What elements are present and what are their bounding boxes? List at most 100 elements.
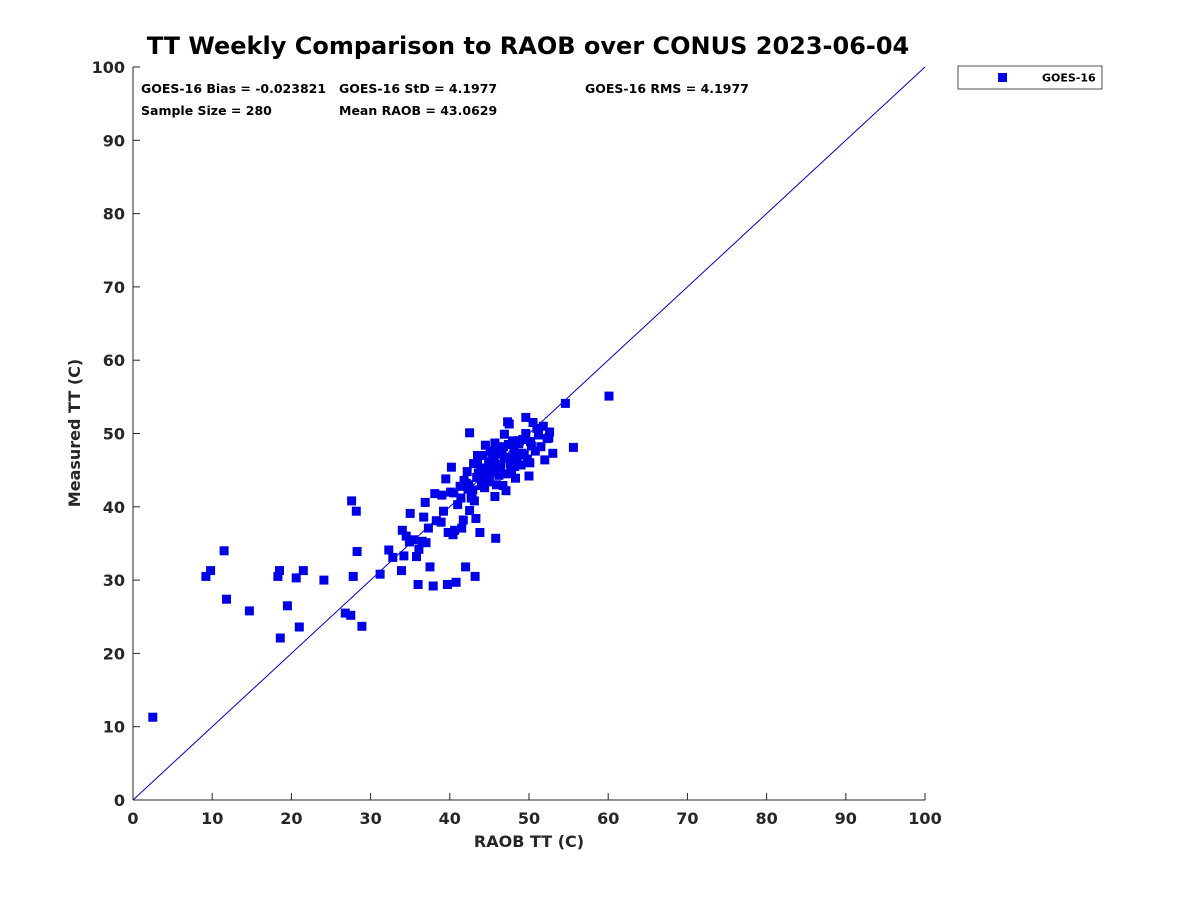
data-point	[472, 473, 482, 482]
stat-std: GOES-16 StD = 4.1977	[339, 81, 497, 96]
data-points	[148, 391, 614, 722]
data-point	[441, 474, 451, 484]
x-tick-label-20: 20	[280, 809, 302, 828]
data-point	[538, 421, 548, 431]
data-point	[478, 451, 488, 460]
y-tick-label-30: 30	[103, 571, 125, 590]
data-point	[401, 531, 411, 541]
x-tick-label-40: 40	[439, 809, 461, 828]
data-point	[352, 547, 362, 556]
data-point	[275, 566, 284, 576]
data-point	[492, 480, 501, 490]
data-point	[488, 451, 498, 461]
chart-title: TT Weekly Comparison to RAOB over CONUS …	[147, 32, 910, 60]
data-point	[201, 571, 211, 581]
data-point	[431, 516, 441, 526]
data-point	[475, 528, 485, 537]
data-point	[449, 488, 459, 498]
data-point	[517, 448, 527, 458]
data-point	[473, 451, 482, 460]
y-tick-label-10: 10	[103, 718, 125, 737]
data-point	[540, 455, 550, 465]
x-tick-label-30: 30	[359, 809, 381, 828]
data-point	[528, 418, 538, 427]
data-point	[462, 467, 472, 477]
y-tick-label-80: 80	[103, 205, 125, 224]
data-point	[486, 457, 496, 467]
stat-mean-raob: Mean RAOB = 43.0629	[339, 103, 497, 118]
data-point	[219, 546, 229, 556]
stat-rms: GOES-16 RMS = 4.1977	[585, 81, 749, 96]
data-point	[442, 580, 452, 589]
data-point	[465, 428, 475, 438]
data-point	[437, 490, 447, 500]
data-point	[456, 493, 466, 503]
data-point	[480, 483, 490, 493]
x-tick-label-100: 100	[908, 809, 941, 828]
data-point	[414, 544, 424, 554]
data-point	[471, 514, 481, 523]
y-axis-ticks: 0 10 20 30 40 50 60 70 80 90 100	[92, 58, 140, 810]
data-point	[397, 525, 407, 535]
data-point	[488, 467, 498, 477]
data-point	[498, 481, 508, 490]
data-point	[536, 442, 546, 452]
y-tick-label-0: 0	[114, 791, 125, 810]
x-axis-ticks: 0 10 20 30 40 50 60 70 80 90 100	[127, 793, 942, 828]
data-point	[423, 523, 433, 533]
data-point	[451, 577, 461, 587]
y-tick-label-70: 70	[103, 278, 125, 297]
data-point	[397, 566, 406, 576]
data-point	[499, 442, 509, 452]
x-tick-label-80: 80	[755, 809, 777, 828]
data-point	[473, 456, 482, 466]
data-point	[436, 517, 446, 527]
data-point	[388, 552, 398, 562]
stat-bias: GOES-16 Bias = -0.023821	[141, 81, 326, 96]
data-point	[319, 575, 329, 585]
x-axis-label: RAOB TT (C)	[474, 832, 584, 851]
data-point	[499, 429, 509, 439]
data-point	[461, 562, 471, 572]
data-point	[425, 562, 435, 572]
data-point	[294, 622, 304, 632]
data-point	[544, 433, 554, 443]
data-point	[490, 438, 500, 448]
data-point	[375, 569, 385, 579]
data-point	[548, 448, 558, 458]
data-point	[560, 398, 570, 408]
data-point	[275, 633, 285, 643]
data-point	[511, 473, 520, 483]
data-point	[384, 545, 394, 555]
x-tick-label-70: 70	[676, 809, 698, 828]
data-point	[532, 423, 542, 433]
data-point	[430, 489, 440, 499]
x-tick-label-10: 10	[201, 809, 223, 828]
data-point	[148, 712, 158, 722]
data-point	[206, 566, 216, 576]
data-point	[491, 533, 501, 543]
data-point	[244, 606, 254, 616]
data-point	[568, 442, 578, 452]
data-point	[476, 464, 486, 474]
data-point	[455, 481, 465, 491]
legend-box	[957, 65, 1103, 90]
data-point	[524, 471, 534, 481]
data-point	[346, 610, 356, 620]
y-tick-label-40: 40	[103, 498, 125, 517]
data-point	[413, 580, 423, 589]
data-point	[351, 506, 361, 516]
data-point	[490, 492, 500, 501]
data-point	[465, 506, 475, 515]
data-point	[501, 486, 511, 496]
data-point	[419, 512, 429, 522]
data-point	[282, 601, 292, 611]
data-point	[530, 446, 540, 456]
data-point	[521, 429, 531, 438]
data-point	[298, 566, 308, 576]
data-point	[503, 417, 513, 427]
y-tick-label-50: 50	[103, 425, 125, 444]
data-point	[340, 608, 350, 618]
data-point	[412, 552, 421, 562]
